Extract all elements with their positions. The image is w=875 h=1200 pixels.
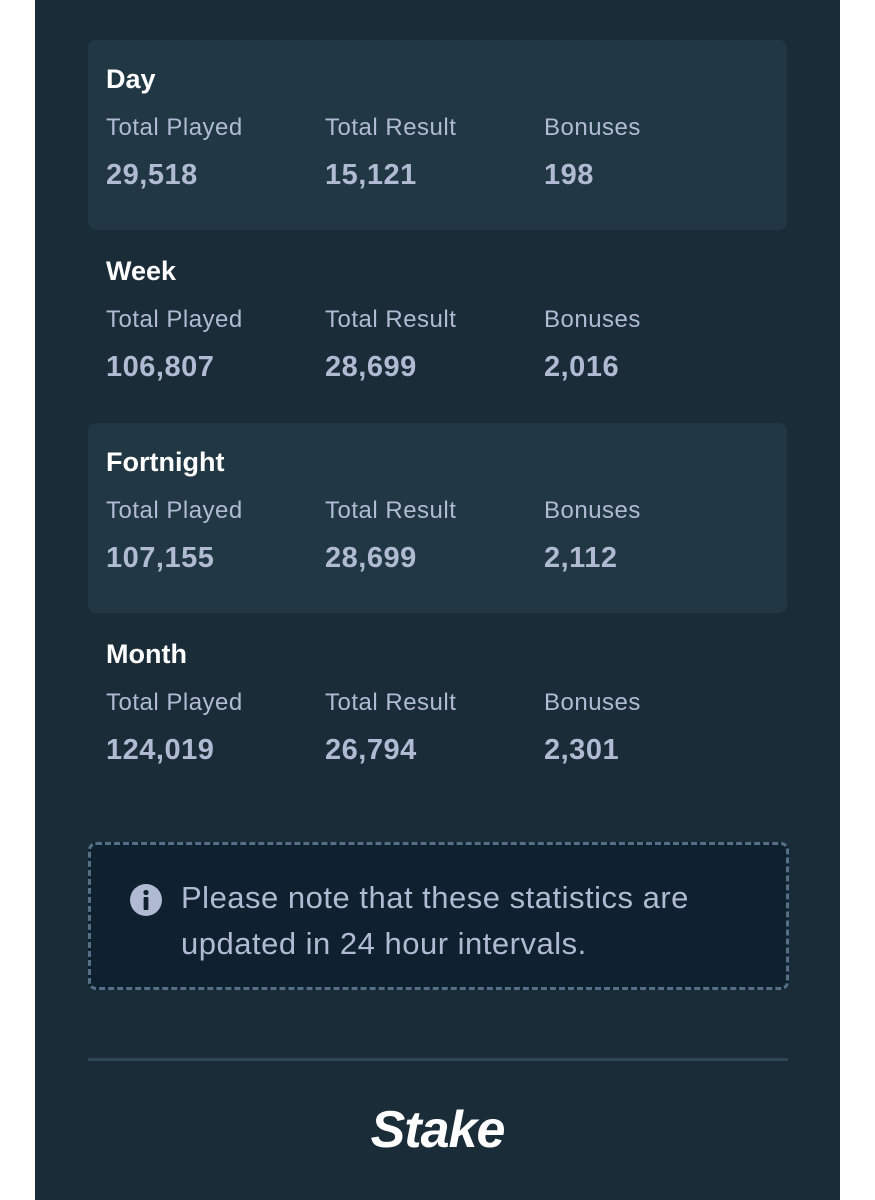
period-card: Fortnight Total Played 107,155 Total Result…: [88, 423, 787, 614]
stat-label: Bonuses: [544, 497, 641, 525]
stat-label: Total Played: [106, 305, 243, 333]
period-card: Day Total Played 29,518 Total Result 15,121 B…: [88, 40, 787, 230]
period-title: Fortnight: [106, 447, 225, 478]
stat-value: 106,807: [106, 350, 215, 383]
period-card: Month Total Played 124,019 Total Result 26,7…: [88, 615, 787, 805]
stat-label: Bonuses: [544, 305, 641, 333]
logo: Stake: [370, 1101, 506, 1159]
stat-label: Total Played: [106, 114, 243, 141]
period-title: Day: [106, 64, 156, 94]
stat-label: Bonuses: [544, 114, 641, 141]
info-note: Please note that these statistics are up…: [88, 842, 789, 990]
stat-label: Total Played: [106, 497, 243, 525]
stat-label: Total Played: [106, 689, 243, 717]
stat-label: Bonuses: [544, 689, 641, 717]
stat-value: 28,699: [325, 542, 417, 575]
stat-value: 29,518: [106, 159, 198, 191]
info-icon: [130, 884, 162, 916]
stat-value: 28,699: [325, 350, 417, 383]
divider: [88, 1058, 788, 1061]
period-title: Week: [106, 255, 177, 286]
period-title: Month: [106, 639, 187, 670]
stat-value: 198: [544, 159, 594, 191]
stat-label: Total Result: [325, 689, 457, 717]
stat-label: Total Result: [325, 497, 457, 525]
stat-label: Total Result: [325, 305, 457, 333]
stats-panel: Day Total Played 29,518 Total Result 15,121 B…: [35, 0, 840, 1200]
period-card: Week Total Played 106,807 Total Result 28,69…: [88, 232, 787, 422]
stat-value: 2,112: [544, 542, 618, 575]
stat-value: 124,019: [106, 734, 215, 767]
stat-value: 2,301: [544, 734, 620, 767]
stat-value: 107,155: [106, 542, 215, 575]
note-text: Please note that these statistics are up…: [181, 880, 689, 961]
stat-value: 15,121: [325, 159, 417, 191]
stat-value: 2,016: [544, 350, 620, 383]
stat-value: 26,794: [325, 734, 417, 767]
stat-label: Total Result: [325, 114, 457, 141]
